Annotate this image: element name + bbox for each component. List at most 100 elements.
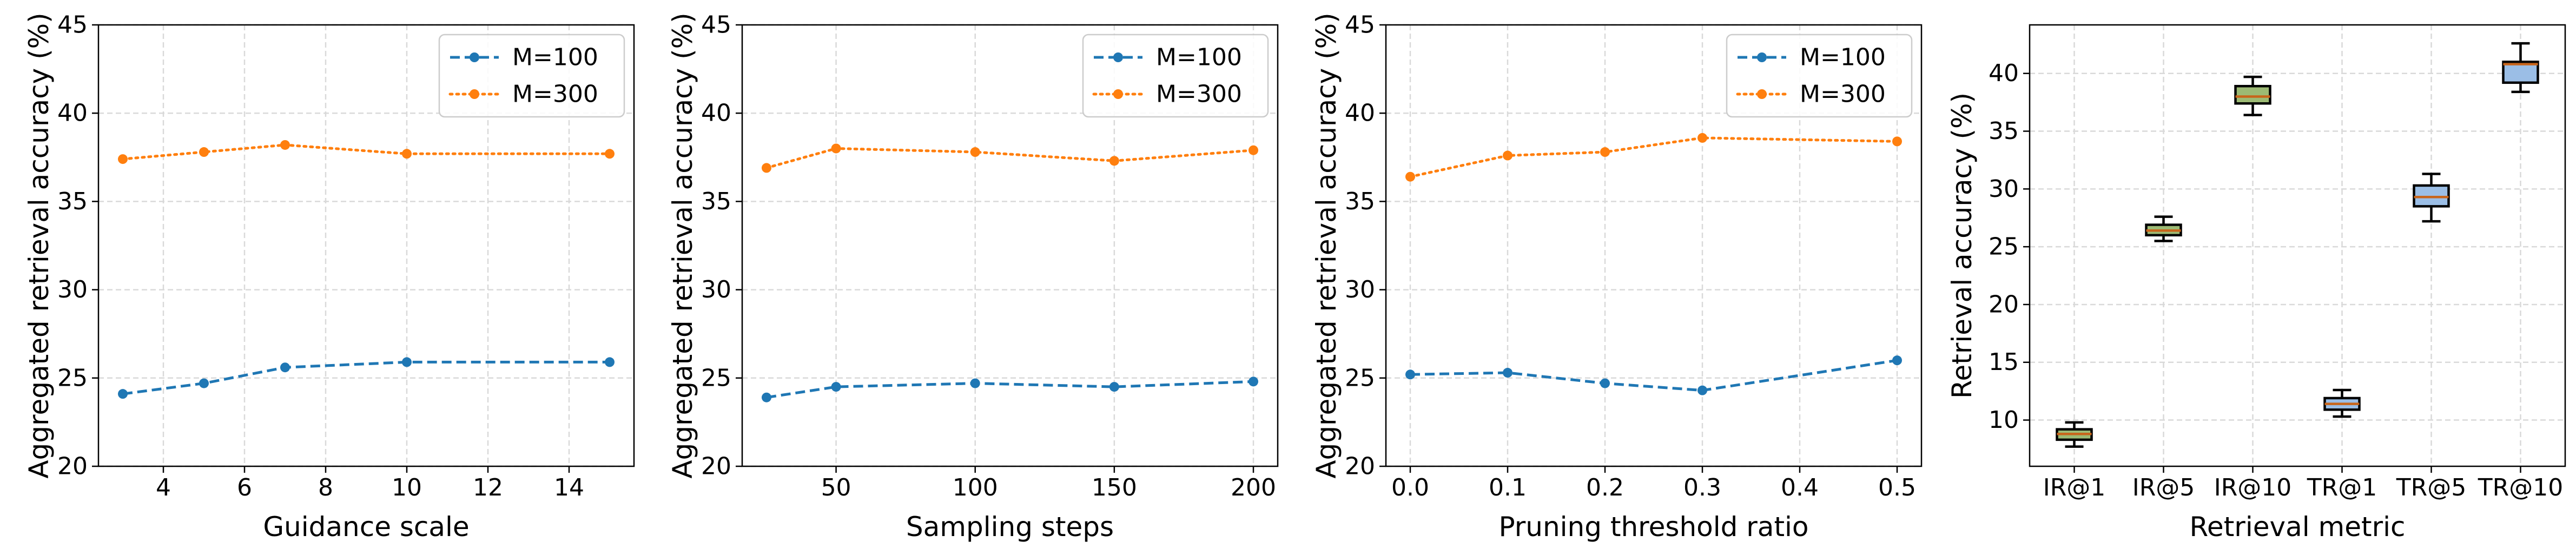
x-tick-label: IR@1 bbox=[2043, 474, 2106, 501]
legend-frame bbox=[1726, 34, 1913, 118]
x-axis-label: Pruning threshold ratio bbox=[1498, 511, 1808, 543]
y-tick-label: 35 bbox=[1989, 117, 2019, 145]
x-tick-label: 8 bbox=[318, 474, 333, 501]
y-tick-label: 30 bbox=[1989, 175, 2019, 203]
legend-frame bbox=[438, 34, 625, 118]
y-axis-label: Retrieval accuracy (%) bbox=[1946, 93, 1978, 399]
data-point bbox=[1405, 171, 1415, 182]
y-tick-label: 25 bbox=[701, 364, 731, 392]
data-point bbox=[1892, 136, 1902, 147]
y-tick-label: 20 bbox=[1989, 290, 2019, 318]
chart-panel-2: 20 25 30 35 40 45 50 100 150 200 Sampling steps Agg… bbox=[667, 11, 1279, 543]
y-tick-label: 30 bbox=[701, 276, 731, 303]
y-tick-label: 25 bbox=[1345, 364, 1375, 392]
x-tick-label: 0.1 bbox=[1489, 474, 1527, 501]
x-tick-label: TR@1 bbox=[2307, 474, 2377, 501]
data-point bbox=[1503, 368, 1512, 378]
legend-label-2: M=300 bbox=[1156, 81, 1242, 108]
x-tick-label: 0.5 bbox=[1878, 474, 1916, 501]
y-tick-label: 30 bbox=[57, 276, 88, 303]
data-point bbox=[1109, 156, 1119, 166]
data-point bbox=[831, 382, 841, 392]
y-tick-label: 45 bbox=[701, 11, 731, 39]
data-point bbox=[402, 149, 412, 159]
data-point bbox=[831, 143, 841, 154]
data-point bbox=[970, 147, 980, 157]
x-tick-label: 14 bbox=[554, 474, 584, 501]
data-point bbox=[1503, 150, 1512, 161]
x-tick-label: 0.2 bbox=[1586, 474, 1624, 501]
data-point bbox=[1600, 378, 1610, 388]
box-body bbox=[2234, 84, 2271, 105]
y-tick-label: 35 bbox=[57, 188, 88, 215]
y-tick-label: 25 bbox=[57, 364, 88, 392]
data-point bbox=[199, 147, 209, 157]
chart-panel-4: 10 15 20 25 30 35 40 IR@1 IR@5 IR@10 TR@1 TR@5 TR@10… bbox=[1946, 24, 2566, 543]
data-point bbox=[118, 154, 128, 164]
series-line-2 bbox=[765, 147, 1255, 169]
legend-label-2: M=300 bbox=[512, 81, 598, 108]
chart-panel-3: 20 25 30 35 40 45 0.0 0.1 0.2 0.3 0.4 0.5 Pruning th… bbox=[1311, 11, 1923, 543]
data-point bbox=[605, 357, 615, 367]
x-tick-label: 0.0 bbox=[1391, 474, 1429, 501]
x-tick-label: 6 bbox=[237, 474, 252, 501]
y-tick-label: 20 bbox=[1345, 453, 1375, 480]
series-line-1 bbox=[1410, 359, 1898, 392]
legend-marker-1 bbox=[470, 52, 479, 62]
box-IR@1 bbox=[2056, 421, 2093, 448]
x-tick-label: 0.3 bbox=[1683, 474, 1721, 501]
data-point bbox=[1600, 147, 1610, 157]
legend-marker-2 bbox=[470, 89, 479, 99]
y-tick-label: 40 bbox=[701, 100, 731, 127]
axes-frame bbox=[1385, 24, 1923, 467]
data-point bbox=[280, 362, 290, 373]
box-TR@10 bbox=[2502, 42, 2539, 94]
x-tick-label: 10 bbox=[392, 474, 422, 501]
legend-marker-1 bbox=[1757, 52, 1767, 62]
axes-frame bbox=[741, 24, 1279, 467]
legend-marker-1 bbox=[1113, 52, 1123, 62]
data-point bbox=[1697, 385, 1707, 395]
x-tick-label: 200 bbox=[1231, 474, 1276, 501]
y-axis-label: Aggregated retrieval accuracy (%) bbox=[23, 12, 55, 478]
box-IR@10 bbox=[2234, 75, 2271, 116]
legend-label-2: M=300 bbox=[1800, 81, 1886, 108]
y-tick-label: 45 bbox=[57, 11, 88, 39]
data-point bbox=[970, 378, 980, 388]
data-point bbox=[402, 357, 412, 367]
y-tick-label: 25 bbox=[1989, 233, 2019, 261]
x-tick-label: 50 bbox=[821, 474, 851, 501]
legend-frame bbox=[1082, 34, 1269, 118]
series-line-2 bbox=[121, 143, 611, 161]
data-point bbox=[1697, 133, 1707, 143]
data-point bbox=[1892, 355, 1902, 366]
y-tick-label: 15 bbox=[1989, 348, 2019, 376]
x-tick-label: 150 bbox=[1092, 474, 1137, 501]
data-point bbox=[762, 163, 771, 173]
data-point bbox=[1249, 145, 1258, 155]
data-point bbox=[1249, 376, 1258, 387]
x-tick-label: IR@5 bbox=[2132, 474, 2195, 501]
legend-label-1: M=100 bbox=[1800, 44, 1886, 71]
x-tick-label: IR@10 bbox=[2214, 474, 2292, 501]
data-point bbox=[605, 149, 615, 159]
legend-label-1: M=100 bbox=[1156, 44, 1242, 71]
legend: M=100 M=300 bbox=[1082, 34, 1269, 118]
axes-frame bbox=[97, 24, 635, 467]
chart-panel-1: 20 25 30 35 40 45 4 6 8 10 12 14 Guidance scale Aggre… bbox=[23, 11, 635, 543]
y-tick-label: 45 bbox=[1345, 11, 1375, 39]
legend: M=100 M=300 bbox=[438, 34, 625, 118]
x-axis-label: Guidance scale bbox=[263, 511, 469, 543]
y-tick-label: 20 bbox=[701, 453, 731, 480]
x-tick-label: TR@5 bbox=[2396, 474, 2466, 501]
x-axis-label: Retrieval metric bbox=[2189, 511, 2405, 543]
y-tick-label: 30 bbox=[1345, 276, 1375, 303]
x-tick-label: 12 bbox=[473, 474, 503, 501]
y-axis-label: Aggregated retrieval accuracy (%) bbox=[667, 12, 698, 478]
data-point bbox=[1405, 369, 1415, 380]
axes-frame bbox=[2029, 24, 2566, 467]
x-tick-label: 0.4 bbox=[1781, 474, 1819, 501]
y-tick-label: 35 bbox=[1345, 188, 1375, 215]
legend: M=100 M=300 bbox=[1726, 34, 1913, 118]
